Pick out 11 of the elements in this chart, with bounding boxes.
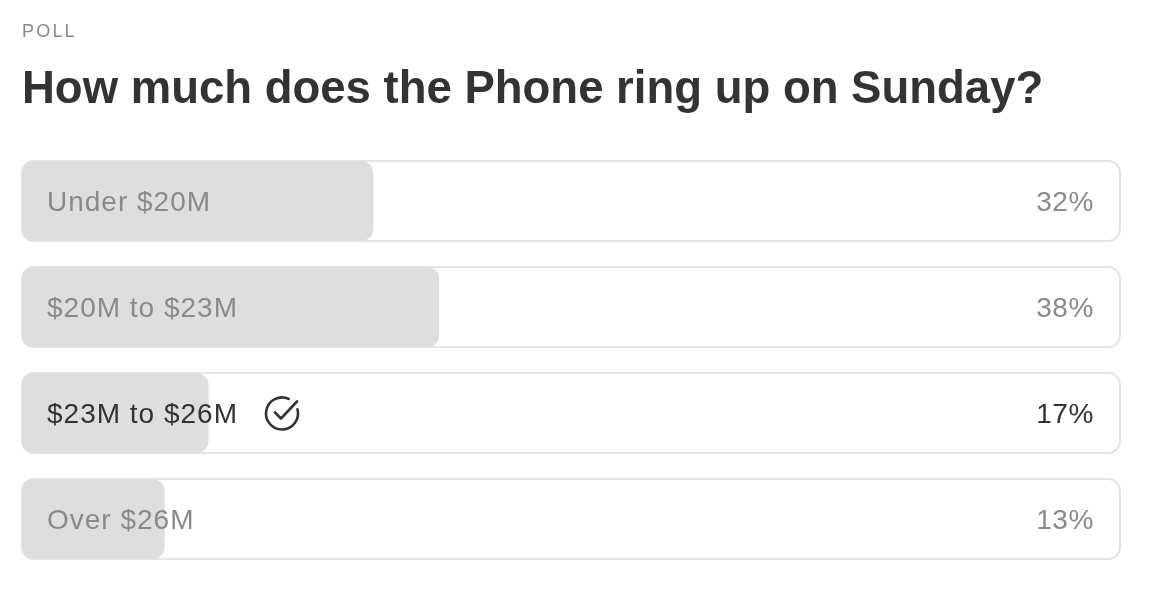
y-tick-label: Under $20M [47,186,212,217]
bar [22,161,374,241]
chart-title: How much does the Phone ring up on Sunday? [22,62,1044,113]
y-tick-label: $23M to $26M [47,398,238,429]
y-tick-label: $20M to $23M [47,292,238,323]
y-tick-label: Over $26M [47,504,195,535]
data-label: 32% [1036,186,1094,217]
chart-subtitle: POLL [22,21,77,41]
data-label: 13% [1036,504,1094,535]
data-label: 17% [1036,398,1094,429]
data-label: 38% [1036,292,1094,323]
